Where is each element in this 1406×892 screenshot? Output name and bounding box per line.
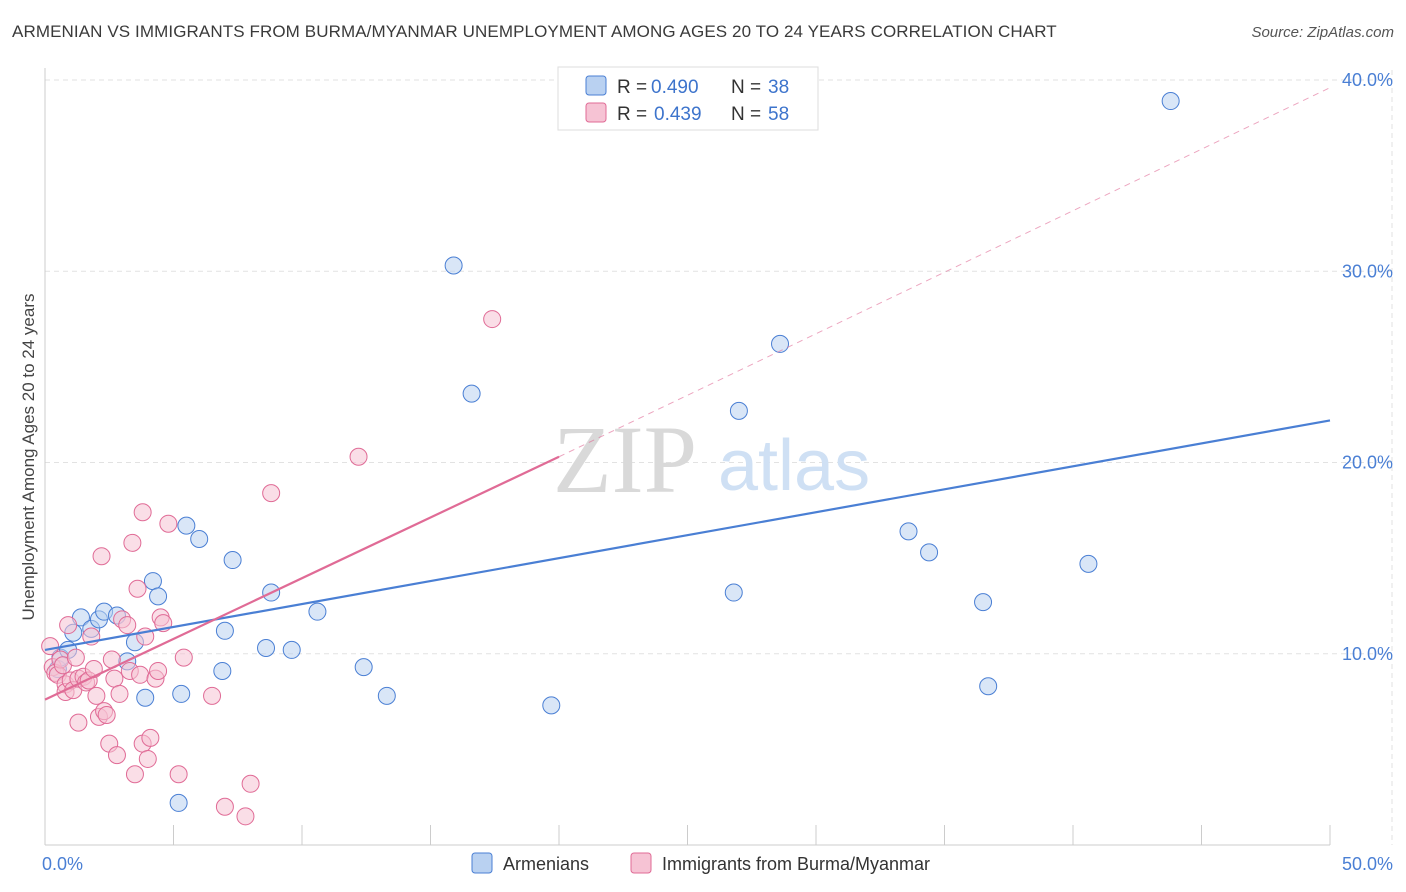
bottom-legend-swatch-burma — [630, 852, 652, 874]
chart-title: ARMENIAN VS IMMIGRANTS FROM BURMA/MYANMA… — [12, 22, 1057, 41]
point-armenians-16 — [177, 516, 196, 535]
grid-lines — [45, 70, 1393, 845]
point-armenians-38 — [1161, 92, 1180, 111]
point-burma-51 — [241, 774, 260, 793]
point-burma-11 — [66, 648, 85, 667]
tick-labels: 10.0% 20.0% 30.0% 40.0% 0.0% 50.0% — [42, 70, 1393, 874]
point-armenians-27 — [444, 256, 463, 275]
point-armenians-32 — [771, 334, 790, 353]
legend-n-value-burma: 58 — [768, 104, 789, 125]
point-burma-49 — [215, 797, 234, 816]
point-armenians-11 — [136, 688, 155, 707]
point-burma-27 — [107, 746, 126, 765]
point-burma-23 — [97, 705, 116, 724]
point-armenians-17 — [190, 530, 209, 548]
point-armenians-31 — [729, 401, 748, 420]
point-burma-39 — [138, 749, 157, 768]
point-armenians-20 — [223, 551, 242, 570]
point-armenians-37 — [1079, 554, 1098, 573]
point-armenians-13 — [149, 587, 168, 606]
trend-line-burma — [44, 455, 560, 701]
legend-n-label-armenians: N = — [731, 77, 761, 98]
point-burma-32 — [123, 533, 142, 552]
y-tick-label-0: 10.0% — [1342, 644, 1393, 664]
bottom-legend-label-armenians: Armenians — [503, 854, 589, 874]
point-burma-33 — [125, 765, 144, 784]
point-armenians-23 — [282, 640, 301, 659]
point-burma-45 — [159, 514, 178, 533]
point-burma-26 — [105, 669, 124, 688]
point-armenians-21 — [257, 639, 276, 658]
point-burma-46 — [169, 765, 188, 784]
point-armenians-25 — [354, 658, 373, 677]
point-burma-50 — [236, 807, 255, 826]
point-burma-42 — [149, 661, 168, 680]
y-axis-label: Unemployment Among Ages 20 to 24 years — [19, 294, 38, 621]
point-burma-52 — [262, 484, 281, 503]
point-armenians-33 — [899, 522, 918, 541]
x-tick-label-1: 50.0% — [1342, 854, 1393, 874]
point-burma-36 — [133, 503, 152, 522]
point-burma-28 — [110, 684, 129, 703]
y-tick-label-3: 40.0% — [1342, 70, 1393, 90]
chart-source: Source: ZipAtlas.com — [1251, 24, 1394, 41]
legend-r-label-armenians: R = — [617, 77, 647, 98]
y-tick-label-1: 20.0% — [1342, 453, 1393, 473]
trend-projection-burma — [558, 87, 1331, 458]
point-burma-21 — [92, 547, 111, 566]
legend-swatch-burma — [585, 102, 607, 123]
watermark-zip: ZIP — [553, 406, 697, 513]
point-burma-18 — [84, 660, 103, 679]
point-armenians-26 — [377, 686, 396, 705]
point-armenians-12 — [143, 572, 162, 591]
legend-swatch-armenians — [585, 75, 607, 96]
point-armenians-28 — [462, 384, 481, 403]
legend-n-label-burma: N = — [731, 104, 761, 125]
bottom-legend: Armenians Immigrants from Burma/Myanmar — [471, 852, 930, 874]
x-tick-label-0: 0.0% — [42, 854, 83, 874]
point-armenians-19 — [215, 621, 234, 640]
bottom-legend-label-burma: Immigrants from Burma/Myanmar — [662, 854, 930, 874]
point-burma-53 — [349, 447, 368, 466]
point-burma-30 — [118, 616, 137, 635]
point-burma-34 — [128, 579, 147, 598]
point-armenians-35 — [974, 593, 993, 612]
series-burma-points — [41, 310, 502, 826]
legend-r-value-armenians: 0.490 — [651, 77, 699, 98]
point-armenians-36 — [979, 677, 998, 696]
legend: R = 0.490 N = 38 R = 0.439 N = 58 — [557, 66, 819, 131]
point-burma-19 — [87, 686, 106, 705]
point-armenians-18 — [213, 661, 232, 680]
watermark-atlas: atlas — [718, 426, 870, 506]
y-tick-label-2: 30.0% — [1342, 261, 1393, 281]
point-burma-8 — [59, 616, 78, 635]
watermark: ZIP atlas — [553, 406, 870, 513]
trend-lines — [44, 87, 1331, 701]
legend-r-value-burma: 0.439 — [654, 104, 702, 125]
point-burma-48 — [203, 686, 222, 705]
point-burma-54 — [483, 310, 502, 329]
bottom-legend-swatch-armenians — [471, 852, 493, 874]
legend-n-value-armenians: 38 — [768, 77, 789, 98]
point-burma-35 — [131, 665, 150, 684]
point-armenians-15 — [172, 684, 191, 703]
point-armenians-30 — [724, 583, 743, 602]
trend-line-armenians — [44, 419, 1331, 652]
point-armenians-34 — [920, 543, 939, 562]
legend-r-label-burma: R = — [617, 104, 647, 125]
point-armenians-24 — [308, 602, 327, 621]
point-burma-47 — [174, 648, 193, 667]
axes — [44, 68, 1331, 846]
point-burma-13 — [69, 713, 88, 732]
point-armenians-29 — [542, 696, 561, 715]
point-armenians-14 — [169, 793, 188, 812]
point-burma-40 — [141, 728, 160, 747]
